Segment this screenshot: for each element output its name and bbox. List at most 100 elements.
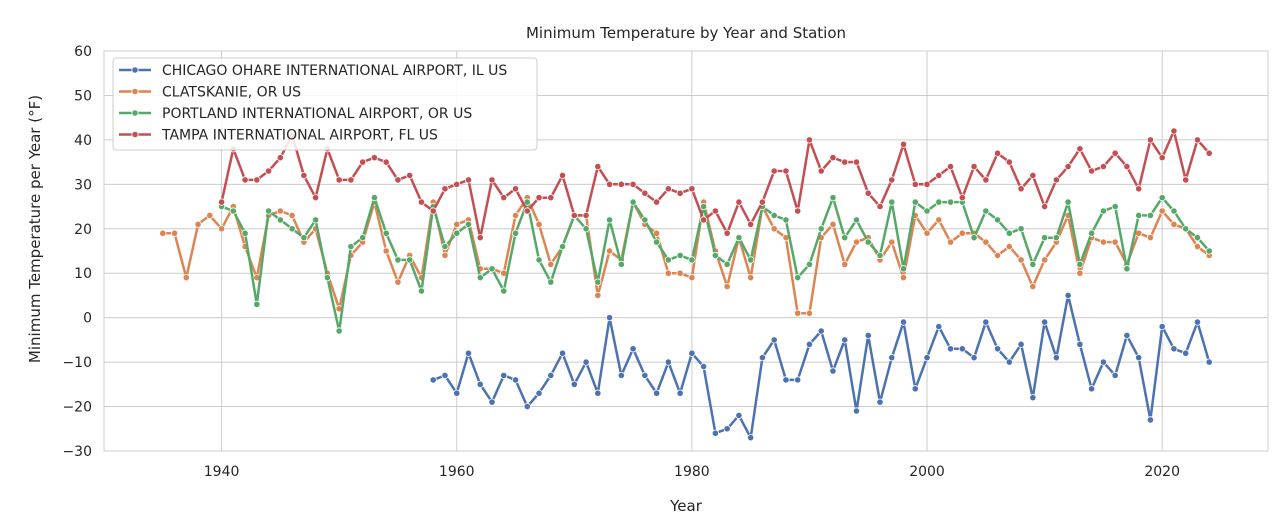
data-point <box>605 180 614 188</box>
data-point <box>946 198 955 206</box>
data-point <box>641 189 649 197</box>
data-point <box>664 358 672 366</box>
data-point <box>288 211 296 220</box>
data-point <box>841 260 849 268</box>
data-point <box>1017 185 1025 193</box>
data-point <box>770 211 778 220</box>
data-point <box>1005 242 1013 251</box>
data-point <box>1158 154 1166 162</box>
data-point <box>605 314 614 322</box>
data-point <box>899 265 908 273</box>
data-point <box>711 251 719 260</box>
data-point <box>688 274 696 282</box>
data-point <box>805 136 814 144</box>
data-point <box>817 225 825 233</box>
data-point <box>1158 322 1166 331</box>
data-point <box>747 220 755 228</box>
data-point <box>958 345 966 353</box>
data-point <box>547 260 555 268</box>
data-point <box>935 216 943 224</box>
legend-label: CHICAGO OHARE INTERNATIONAL AIRPORT, IL … <box>162 63 507 79</box>
data-point <box>1146 211 1155 220</box>
data-point <box>1182 349 1190 357</box>
data-point <box>946 345 955 353</box>
data-point <box>1041 202 1049 211</box>
data-point <box>829 220 837 228</box>
data-point <box>758 354 767 362</box>
data-point <box>464 220 473 228</box>
data-point <box>1135 211 1143 220</box>
legend: CHICAGO OHARE INTERNATIONAL AIRPORT, IL … <box>112 57 538 151</box>
y-tick-label: 50 <box>74 88 92 104</box>
data-point <box>723 229 731 237</box>
data-point <box>1123 331 1131 340</box>
data-point <box>946 162 955 171</box>
data-point <box>1193 318 1202 326</box>
data-point <box>700 216 708 224</box>
data-point <box>535 256 543 264</box>
data-point <box>1029 282 1037 291</box>
data-point <box>993 216 1002 224</box>
data-point <box>935 322 943 331</box>
data-point <box>911 385 919 393</box>
x-tick-label: 1940 <box>204 464 240 480</box>
data-point <box>300 234 308 242</box>
data-point <box>747 434 755 442</box>
data-point <box>653 238 661 246</box>
data-point <box>993 251 1002 260</box>
data-point <box>946 238 955 246</box>
data-point <box>782 216 790 224</box>
data-point <box>1099 162 1107 171</box>
data-point <box>664 256 672 264</box>
data-point <box>829 194 837 202</box>
data-point <box>688 185 696 193</box>
data-point <box>794 309 802 317</box>
data-point <box>1170 207 1178 215</box>
y-tick-label: −10 <box>62 355 92 371</box>
data-point <box>982 318 990 326</box>
data-point <box>1205 358 1213 366</box>
legend-swatch-marker <box>131 66 139 74</box>
data-point <box>429 376 437 384</box>
data-point <box>723 260 731 268</box>
data-point <box>359 158 367 166</box>
data-point <box>558 242 567 251</box>
data-point <box>923 207 931 215</box>
data-point <box>982 238 990 246</box>
data-point <box>829 154 837 162</box>
data-point <box>700 362 708 371</box>
data-point <box>253 176 261 184</box>
series-line <box>162 196 1210 315</box>
data-point <box>535 389 543 397</box>
data-point <box>970 234 978 242</box>
data-point <box>723 282 731 291</box>
data-point <box>1099 238 1107 246</box>
plot-frame <box>103 50 1269 452</box>
data-point <box>312 194 320 202</box>
data-point <box>511 185 520 193</box>
data-point <box>782 376 790 384</box>
data-point <box>194 220 202 228</box>
data-point <box>594 162 602 171</box>
data-point <box>888 238 896 246</box>
data-point <box>217 225 226 233</box>
data-point <box>500 287 508 295</box>
series-3 <box>217 194 1213 335</box>
data-point <box>558 171 567 180</box>
legend-label: PORTLAND INTERNATIONAL AIRPORT, OR US <box>162 106 472 122</box>
data-point <box>464 349 473 357</box>
data-point <box>676 189 684 197</box>
data-point <box>206 211 214 220</box>
data-point <box>476 234 484 242</box>
data-point <box>653 229 661 237</box>
data-point <box>488 398 496 406</box>
data-point <box>888 176 896 184</box>
data-point <box>570 380 578 388</box>
data-point <box>276 154 284 162</box>
x-tick-label: 2020 <box>1144 464 1180 480</box>
y-tick-label: 60 <box>74 44 92 60</box>
data-point <box>594 278 602 286</box>
data-point <box>523 207 531 215</box>
data-point <box>547 371 555 380</box>
